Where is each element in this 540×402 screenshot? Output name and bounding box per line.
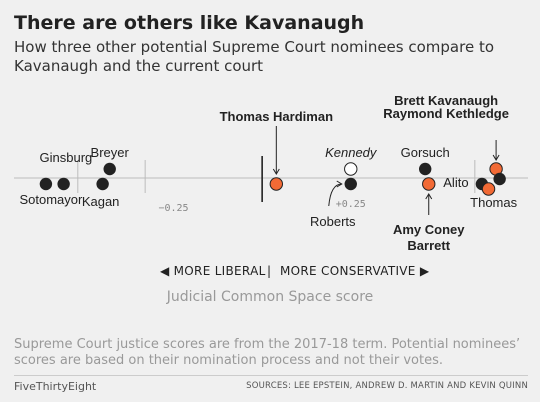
label-ginsburg: Ginsburg bbox=[40, 150, 93, 165]
point-ginsburg bbox=[57, 177, 70, 191]
label-raymond-kethledge: Raymond Kethledge bbox=[383, 106, 509, 121]
footnote: Supreme Court justice scores are from th… bbox=[14, 337, 521, 368]
label-amy-coney: Amy Coney bbox=[393, 222, 465, 237]
point-kagan bbox=[96, 177, 109, 191]
direction-separator: | bbox=[267, 264, 272, 278]
arrowhead bbox=[336, 180, 343, 188]
label-alito: Alito bbox=[443, 175, 468, 190]
chart-subtitle: How three other potential Supreme Court … bbox=[14, 38, 495, 75]
x-tick-label: −0.25 bbox=[158, 203, 188, 214]
more-liberal-label: ◀ MORE LIBERAL bbox=[160, 264, 266, 278]
point-thomas-hardiman bbox=[269, 177, 284, 191]
point-gorsuch bbox=[419, 162, 432, 176]
arrowhead bbox=[425, 193, 433, 200]
label-sotomayor: Sotomayor bbox=[19, 192, 83, 207]
x-tick-label: +0.25 bbox=[336, 199, 366, 210]
point-raymond-kethledge bbox=[481, 182, 496, 196]
chart-title: There are others like Kavanaugh bbox=[14, 12, 365, 34]
point-amy-coney-barrett bbox=[422, 177, 436, 191]
label-thomas: Thomas bbox=[470, 195, 517, 210]
point-breyer bbox=[103, 162, 116, 176]
more-conservative-label: MORE CONSERVATIVE ▶ bbox=[280, 264, 430, 278]
sources-credit: SOURCES: LEE EPSTEIN, ANDREW D. MARTIN A… bbox=[246, 381, 528, 391]
label-brett-kavanaugh: Brett Kavanaugh bbox=[394, 93, 498, 108]
x-axis-title: Judicial Common Space score bbox=[166, 289, 374, 305]
label-gorsuch: Gorsuch bbox=[401, 145, 450, 160]
arrowhead bbox=[272, 168, 280, 175]
label-barrett: Barrett bbox=[407, 238, 450, 253]
label-breyer: Breyer bbox=[91, 145, 130, 160]
point-roberts bbox=[344, 177, 357, 191]
label-roberts: Roberts bbox=[310, 214, 356, 229]
point-sotomayor bbox=[39, 177, 53, 191]
label-thomas-hardiman: Thomas Hardiman bbox=[220, 109, 333, 124]
footer-divider bbox=[14, 375, 528, 376]
point-kennedy bbox=[344, 162, 358, 176]
point-thomas bbox=[493, 172, 506, 186]
arrowhead bbox=[492, 154, 500, 161]
label-kagan: Kagan bbox=[82, 194, 120, 209]
roberts-arrow bbox=[328, 183, 342, 207]
label-kennedy: Kennedy bbox=[325, 145, 378, 160]
brand-name: FiveThirtyEight bbox=[14, 380, 97, 393]
